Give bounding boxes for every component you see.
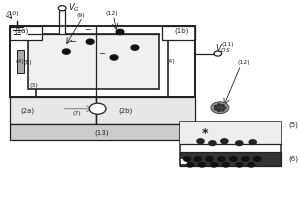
Circle shape <box>221 104 224 106</box>
Circle shape <box>214 105 218 107</box>
Circle shape <box>62 49 70 54</box>
Text: (13): (13) <box>95 129 110 136</box>
Circle shape <box>187 163 194 167</box>
Circle shape <box>199 163 205 167</box>
Circle shape <box>223 107 226 109</box>
Bar <box>10 26 195 97</box>
Bar <box>168 26 195 97</box>
Text: (11): (11) <box>222 42 234 47</box>
Circle shape <box>221 109 224 111</box>
Text: (8): (8) <box>23 60 32 65</box>
Bar <box>10 26 43 40</box>
Circle shape <box>236 141 243 146</box>
Bar <box>10 26 37 97</box>
Bar <box>10 124 195 140</box>
Text: (4): (4) <box>166 59 175 64</box>
Text: *: * <box>202 127 208 140</box>
Circle shape <box>242 157 249 161</box>
Circle shape <box>218 104 220 106</box>
Text: −: − <box>99 49 106 58</box>
Circle shape <box>218 157 225 161</box>
Circle shape <box>249 140 256 145</box>
Text: $V_G$: $V_G$ <box>68 2 80 14</box>
Circle shape <box>236 163 243 167</box>
Bar <box>10 97 96 124</box>
Bar <box>180 122 281 144</box>
Text: (6): (6) <box>288 156 298 162</box>
Text: (4): (4) <box>16 59 25 64</box>
Text: (3): (3) <box>29 83 38 88</box>
Text: (2a): (2a) <box>20 107 34 114</box>
Bar <box>162 26 195 40</box>
Circle shape <box>194 157 201 161</box>
Bar <box>17 50 24 73</box>
Text: (9): (9) <box>76 13 85 18</box>
Text: (10): (10) <box>6 11 19 16</box>
Ellipse shape <box>165 87 296 193</box>
Text: (12): (12) <box>106 11 118 16</box>
Circle shape <box>221 139 228 144</box>
Bar <box>10 26 195 97</box>
Bar <box>28 34 159 89</box>
Circle shape <box>197 139 204 144</box>
Circle shape <box>206 157 213 161</box>
Text: (2b): (2b) <box>119 107 133 114</box>
Bar <box>180 122 281 166</box>
Text: −: − <box>84 25 91 34</box>
Circle shape <box>219 107 221 108</box>
Circle shape <box>209 141 216 146</box>
Circle shape <box>214 51 222 56</box>
Text: (12): (12) <box>238 60 250 65</box>
Circle shape <box>223 163 229 167</box>
Circle shape <box>218 110 220 112</box>
Circle shape <box>86 39 94 44</box>
Circle shape <box>116 29 124 34</box>
Bar <box>180 158 187 164</box>
Circle shape <box>184 157 191 161</box>
Text: $V_{DS}$: $V_{DS}$ <box>215 43 231 55</box>
Circle shape <box>211 102 229 114</box>
Circle shape <box>214 108 218 110</box>
Circle shape <box>89 103 106 114</box>
Text: −: − <box>69 37 76 46</box>
Circle shape <box>131 45 139 50</box>
Text: (5): (5) <box>288 121 298 128</box>
Bar <box>180 152 281 166</box>
Circle shape <box>58 6 66 11</box>
Text: (1a): (1a) <box>14 28 29 34</box>
Circle shape <box>254 157 261 161</box>
Text: (7): (7) <box>72 111 81 116</box>
Circle shape <box>230 157 237 161</box>
Bar <box>59 10 65 34</box>
Circle shape <box>110 55 118 60</box>
Bar <box>96 97 195 124</box>
Text: (1b): (1b) <box>174 28 188 34</box>
Circle shape <box>211 163 217 167</box>
Circle shape <box>248 163 254 167</box>
